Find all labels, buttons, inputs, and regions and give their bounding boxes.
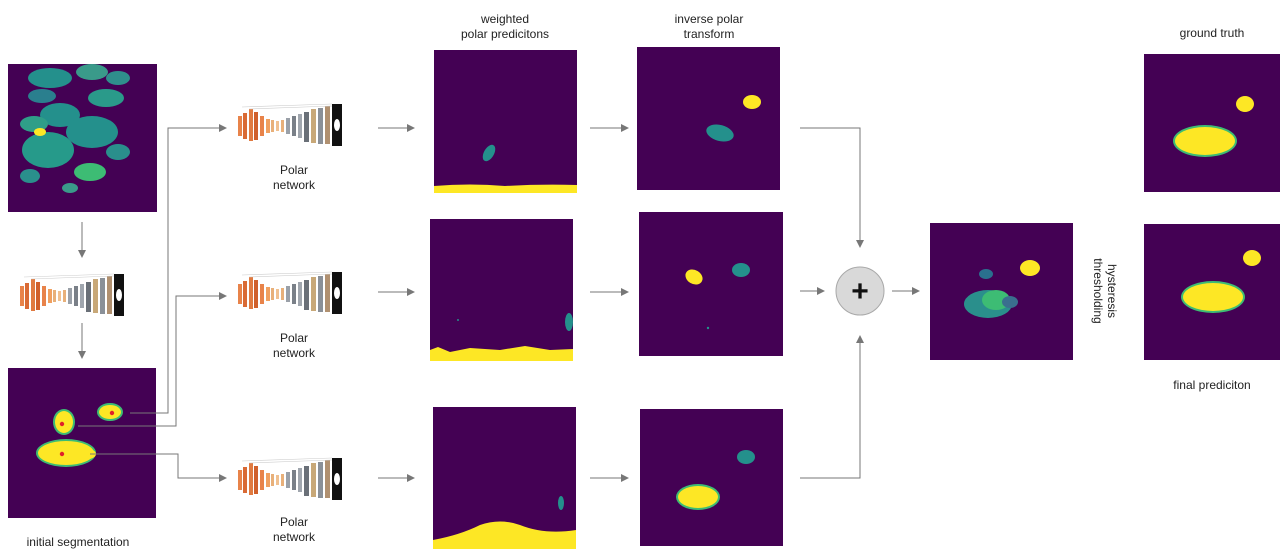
polar-prediction-1 [434,50,577,193]
seed-point [109,410,115,416]
ground-truth-image [1144,54,1280,192]
weighted-polar-predictions-label: weighted polar predicitons [460,12,550,41]
polar-prediction-2 [430,219,573,361]
polar-network-label: Polar network [272,163,316,192]
polar-prediction-3 [433,407,576,549]
input-image [8,64,157,212]
polar-network-label: Polar network [272,331,316,360]
initial-segmentation-label: initial segmentation [26,535,130,549]
final-prediction-image [1144,224,1280,360]
polar-network-icon [237,457,343,501]
inverse-polar-transform-label: inverse polar transform [674,12,744,41]
polar-network-icon [237,271,343,315]
polar-network-icon [237,103,343,147]
seed-point [59,451,65,457]
combine-node: + [835,266,885,316]
final-prediction-label: final prediciton [1173,378,1251,392]
seed-point [59,421,65,427]
inverse-transform-1 [637,47,780,190]
segmentation-network-icon [19,273,125,317]
initial-segmentation-image [8,368,156,518]
inverse-transform-3 [640,409,783,546]
combine-plus-symbol: + [851,275,869,308]
inverse-transform-2 [639,212,783,356]
ground-truth-label: ground truth [1179,26,1245,40]
polar-network-label: Polar network [272,515,316,544]
combined-prediction [930,223,1073,360]
hysteresis-thresholding-label: hysteresis thresholding [1091,258,1119,324]
